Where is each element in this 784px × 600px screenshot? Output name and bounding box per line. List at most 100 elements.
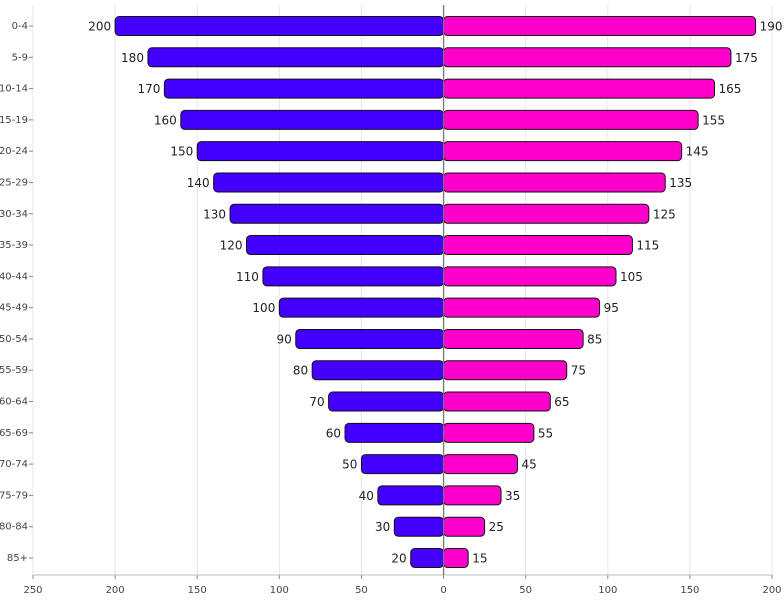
value-label: 80 [293,364,308,378]
value-label: 65 [554,395,569,409]
y-tick-label: 60-64 [0,397,28,408]
value-label: 175 [735,51,758,65]
x-tick-label: 150 [680,585,699,596]
bar [443,391,551,412]
x-tick-label: 100 [598,585,617,596]
x-tick-label: 200 [762,585,781,596]
value-label: 170 [137,82,160,96]
value-label: 60 [326,426,341,440]
value-label: 135 [669,176,692,190]
y-tick-label: 40-44 [0,271,28,282]
bar [393,516,445,537]
value-label: 155 [702,113,725,127]
bar [229,203,445,224]
y-tick-label: 0-4 [12,21,28,32]
value-label: 95 [604,301,619,315]
value-label: 200 [88,20,111,34]
y-tick-label: 75-79 [0,490,28,501]
y-tick-label: 30-34 [0,209,28,220]
bar [443,47,732,68]
x-tick-label: 200 [106,585,125,596]
bar [443,516,486,537]
bar [360,454,445,475]
bar [443,485,502,506]
value-label: 145 [686,145,709,159]
y-tick-label: 45-49 [0,303,28,314]
value-label: 180 [121,51,144,65]
y-tick-label: 85+ [7,553,28,564]
bar [443,297,601,318]
bar [443,141,683,162]
y-tick-label: 50-54 [0,334,28,345]
bar [295,328,445,349]
bar [311,360,445,381]
value-label: 30 [375,520,390,534]
y-tick-label: 35-39 [0,240,28,251]
bar [443,454,518,475]
value-label: 45 [521,458,536,472]
x-tick-label: 250 [23,585,42,596]
bar [114,16,445,36]
bar [196,141,445,162]
bar [147,47,445,68]
value-label: 70 [309,395,324,409]
value-label: 120 [220,239,243,253]
bar [180,109,445,130]
bar [443,109,699,130]
y-tick-label: 65-69 [0,428,28,439]
bar [443,172,666,193]
y-tick-label: 80-84 [0,522,28,533]
y-tick-label: 5-9 [12,52,28,63]
value-label: 165 [719,82,742,96]
value-label: 40 [359,489,374,503]
bar [443,548,469,568]
bar [443,360,568,381]
value-label: 105 [620,270,643,284]
bar [377,485,445,506]
bar [213,172,445,193]
x-tick-label: 150 [188,585,207,596]
y-tick-label: 70-74 [0,459,28,470]
y-tick-label: 20-24 [0,146,28,157]
bar [278,297,445,318]
value-label: 20 [391,552,406,566]
value-label: 150 [170,145,193,159]
bar [328,391,445,412]
bar [344,422,445,443]
bar [443,266,617,287]
x-tick-label: 0 [440,585,446,596]
value-label: 115 [636,239,659,253]
x-tick-label: 100 [270,585,289,596]
value-label: 25 [489,520,504,534]
bar [443,328,584,349]
value-label: 75 [571,364,586,378]
value-label: 130 [203,207,226,221]
bar [443,422,535,443]
x-tick-label: 50 [355,585,368,596]
value-label: 190 [760,20,783,34]
y-tick-label: 15-19 [0,115,28,126]
value-label: 15 [472,552,487,566]
bar [262,266,445,287]
value-label: 125 [653,207,676,221]
value-label: 90 [276,332,291,346]
bar [245,235,445,256]
value-label: 160 [154,113,177,127]
y-tick-label: 55-59 [0,365,28,376]
value-label: 140 [187,176,210,190]
bar [443,203,650,224]
y-tick-label: 10-14 [0,84,28,95]
bar [443,16,757,36]
x-tick-label: 50 [519,585,532,596]
value-label: 50 [342,458,357,472]
value-label: 110 [236,270,259,284]
bar [410,548,445,568]
value-label: 55 [538,426,553,440]
bar [443,235,633,256]
bar [163,78,445,99]
y-tick-label: 25-29 [0,177,28,188]
value-label: 85 [587,332,602,346]
bar [443,78,716,99]
